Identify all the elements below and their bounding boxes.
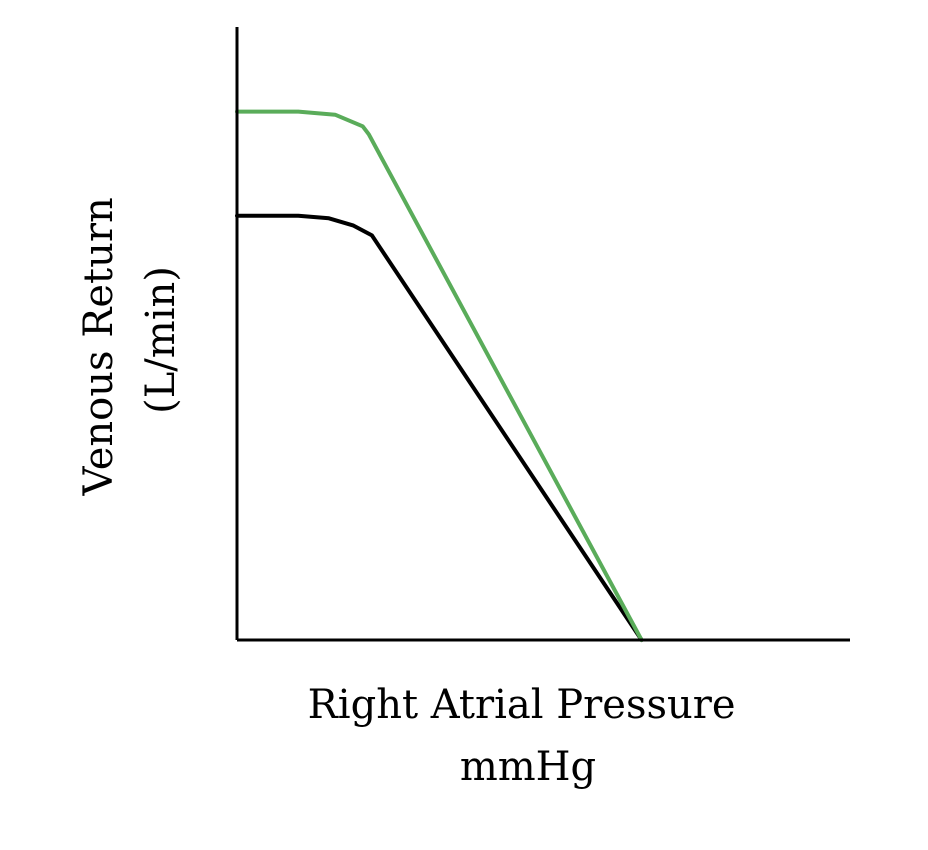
x-axis-title-line-1: Right Atrial Pressure bbox=[308, 682, 736, 728]
series-layer bbox=[235, 109, 644, 642]
y-axis-title-line-2: (L/min) bbox=[138, 266, 184, 414]
y-axis-title: Venous Return (L/min) bbox=[76, 185, 184, 497]
x-axis-title-line-2: mmHg bbox=[460, 744, 596, 790]
x-axis-title: Right Atrial Pressure mmHg bbox=[308, 682, 749, 790]
series-line-1 bbox=[235, 213, 644, 642]
series-line-2 bbox=[235, 109, 644, 642]
y-axis-title-line-1: Venous Return bbox=[76, 197, 122, 496]
